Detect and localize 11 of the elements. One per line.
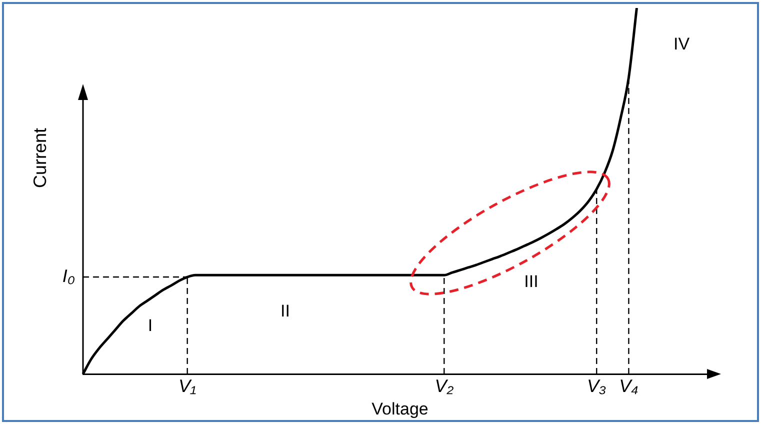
x-tick-label: V₄ [619, 376, 638, 396]
x-tick-label: V₂ [434, 376, 454, 396]
x-tick-label: V₁ [178, 376, 196, 396]
annotation: III [524, 272, 538, 292]
x-tick-label: V₃ [587, 376, 606, 396]
y-axis-title: Current [30, 128, 50, 188]
annotation: I [148, 316, 153, 336]
x-axis-title: Voltage [372, 399, 428, 418]
ref-line-label: I₀ [62, 266, 76, 286]
annotation: IV [673, 34, 690, 54]
annotation: II [280, 301, 290, 320]
